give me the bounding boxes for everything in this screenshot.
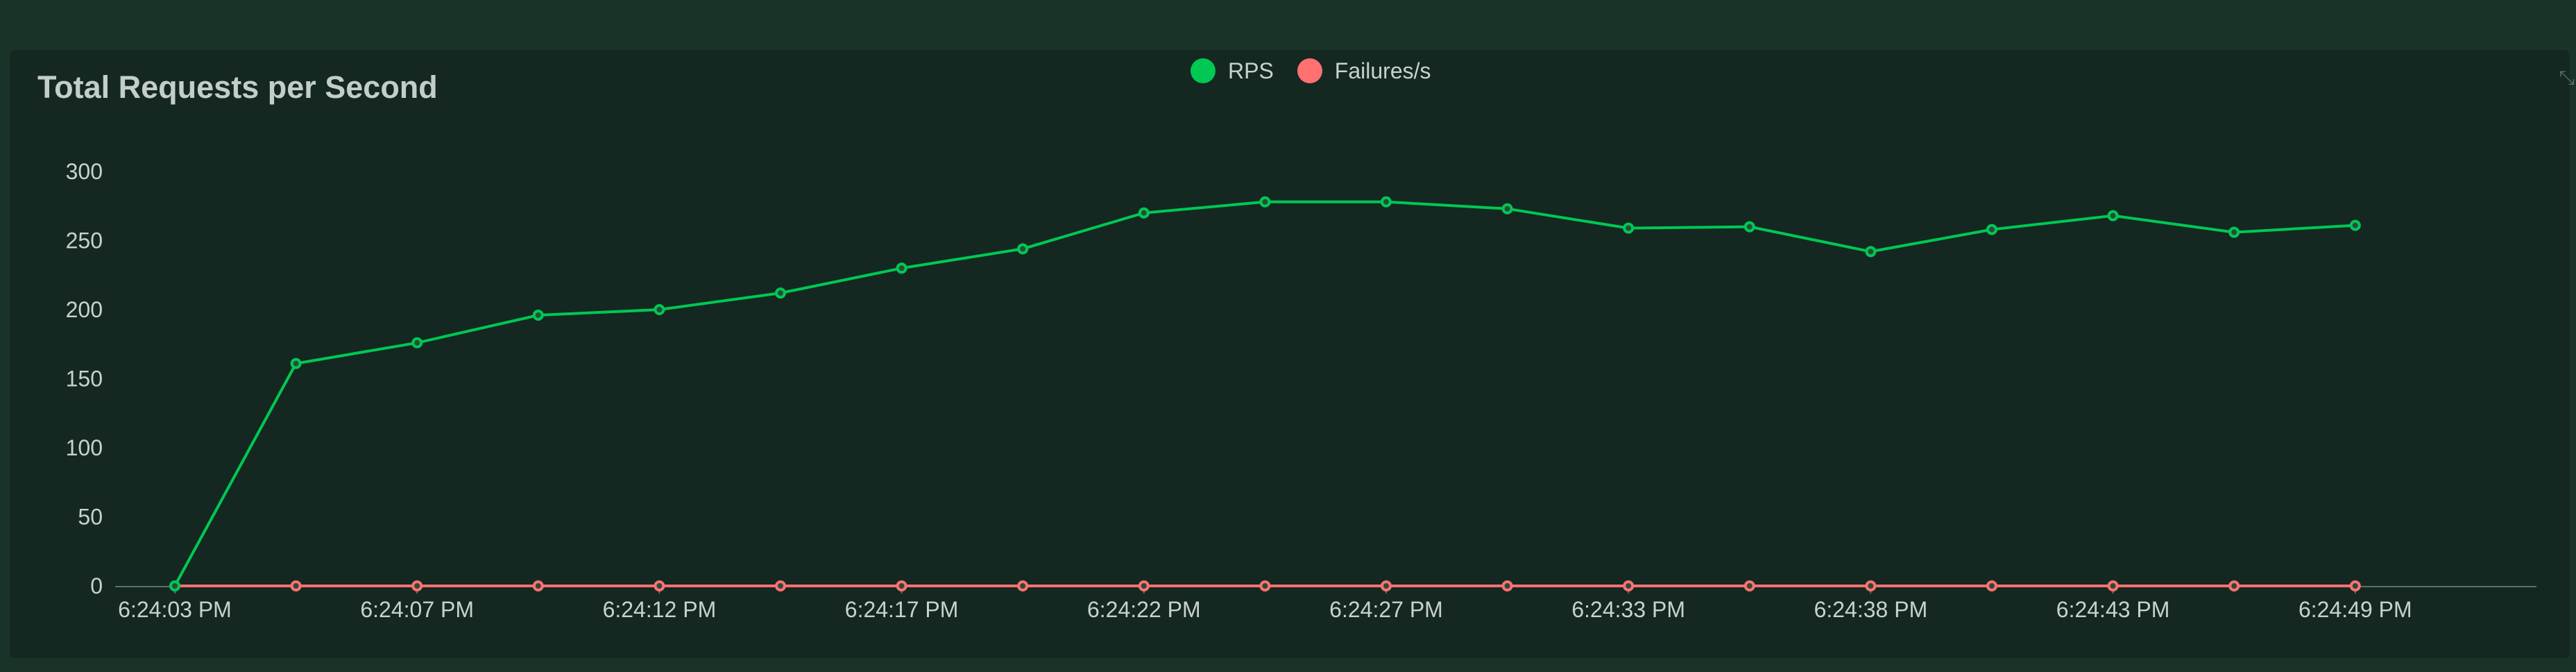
- data-point-rps[interactable]: [169, 580, 180, 591]
- data-point-rps[interactable]: [1743, 221, 1755, 233]
- y-tick-label: 150: [66, 367, 103, 392]
- data-point-failures-s[interactable]: [2228, 580, 2240, 591]
- x-tick-label: 6:24:27 PM: [1329, 597, 1443, 622]
- data-point-rps[interactable]: [775, 287, 786, 299]
- y-tick-label: 50: [78, 505, 103, 530]
- data-point-failures-s[interactable]: [1501, 580, 1513, 591]
- x-tick-label: 6:24:33 PM: [1571, 597, 1685, 622]
- resize-icon[interactable]: ⤡: [2559, 67, 2575, 88]
- data-point-failures-s[interactable]: [1623, 580, 1635, 591]
- legend-swatch-failures: [1297, 58, 1322, 83]
- x-tick-label: 6:24:38 PM: [1814, 597, 1928, 622]
- data-point-failures-s[interactable]: [290, 580, 302, 591]
- data-point-rps[interactable]: [2107, 210, 2119, 221]
- data-point-failures-s[interactable]: [1865, 580, 1877, 591]
- legend-item-failures[interactable]: Failures/s: [1297, 58, 1431, 84]
- y-tick-label: 100: [66, 435, 103, 460]
- data-point-failures-s[interactable]: [1259, 580, 1271, 591]
- y-tick-label: 0: [90, 573, 103, 598]
- x-tick-label: 6:24:12 PM: [603, 597, 717, 622]
- y-axis: 0 50 100 150 200 250 300: [66, 159, 103, 598]
- legend-item-rps[interactable]: RPS: [1191, 58, 1274, 84]
- data-point-failures-s[interactable]: [1017, 580, 1029, 591]
- data-point-failures-s[interactable]: [1381, 580, 1392, 591]
- x-tick-label: 6:24:17 PM: [845, 597, 959, 622]
- data-point-failures-s[interactable]: [2349, 580, 2361, 591]
- data-point-failures-s[interactable]: [1743, 580, 1755, 591]
- data-point-failures-s[interactable]: [896, 580, 907, 591]
- y-tick-label: 200: [66, 297, 103, 322]
- data-point-rps[interactable]: [1986, 224, 1997, 235]
- x-tick-label: 6:24:49 PM: [2298, 597, 2412, 622]
- chart-panel: [10, 50, 2570, 658]
- chart-legend: RPS Failures/s: [1191, 56, 1455, 86]
- data-point-rps[interactable]: [532, 309, 544, 321]
- data-point-rps[interactable]: [1623, 222, 1635, 234]
- legend-label-failures: Failures/s: [1334, 58, 1431, 83]
- y-tick-label: 250: [66, 228, 103, 253]
- x-tick-label: 6:24:07 PM: [360, 597, 474, 622]
- data-point-failures-s[interactable]: [1138, 580, 1150, 591]
- y-tick-label: 300: [66, 159, 103, 184]
- series-line-rps: [173, 200, 2355, 587]
- x-axis: 6:24:03 PM 6:24:07 PM 6:24:12 PM 6:24:17 PM…: [115, 586, 2536, 622]
- data-point-rps[interactable]: [1259, 196, 1271, 208]
- legend-swatch-rps: [1191, 58, 1216, 83]
- data-point-rps[interactable]: [654, 304, 665, 315]
- data-point-rps[interactable]: [1138, 207, 1150, 219]
- x-tick-label: 6:24:43 PM: [2056, 597, 2170, 622]
- data-point-failures-s[interactable]: [2107, 580, 2119, 591]
- chart-title: Total Requests per Second: [37, 69, 438, 105]
- data-point-rps[interactable]: [1865, 246, 1877, 258]
- data-point-rps[interactable]: [2228, 226, 2240, 238]
- data-point-rps[interactable]: [411, 337, 423, 348]
- data-point-failures-s[interactable]: [654, 580, 665, 591]
- x-tick-label: 6:24:03 PM: [118, 597, 232, 622]
- data-point-failures-s[interactable]: [411, 580, 423, 591]
- data-point-rps[interactable]: [1381, 196, 1392, 208]
- series-failures-s: [169, 580, 2361, 591]
- data-point-failures-s[interactable]: [532, 580, 544, 591]
- data-point-rps[interactable]: [896, 262, 907, 274]
- legend-label-rps: RPS: [1228, 58, 1274, 83]
- x-tick-label: 6:24:22 PM: [1087, 597, 1201, 622]
- data-point-rps[interactable]: [1017, 243, 1029, 255]
- data-point-rps[interactable]: [2349, 219, 2361, 231]
- data-point-failures-s[interactable]: [1986, 580, 1997, 591]
- series-layer: [169, 196, 2361, 591]
- series-rps: [169, 196, 2361, 591]
- data-point-rps[interactable]: [290, 358, 302, 369]
- data-point-rps[interactable]: [1501, 203, 1513, 215]
- data-point-failures-s[interactable]: [775, 580, 786, 591]
